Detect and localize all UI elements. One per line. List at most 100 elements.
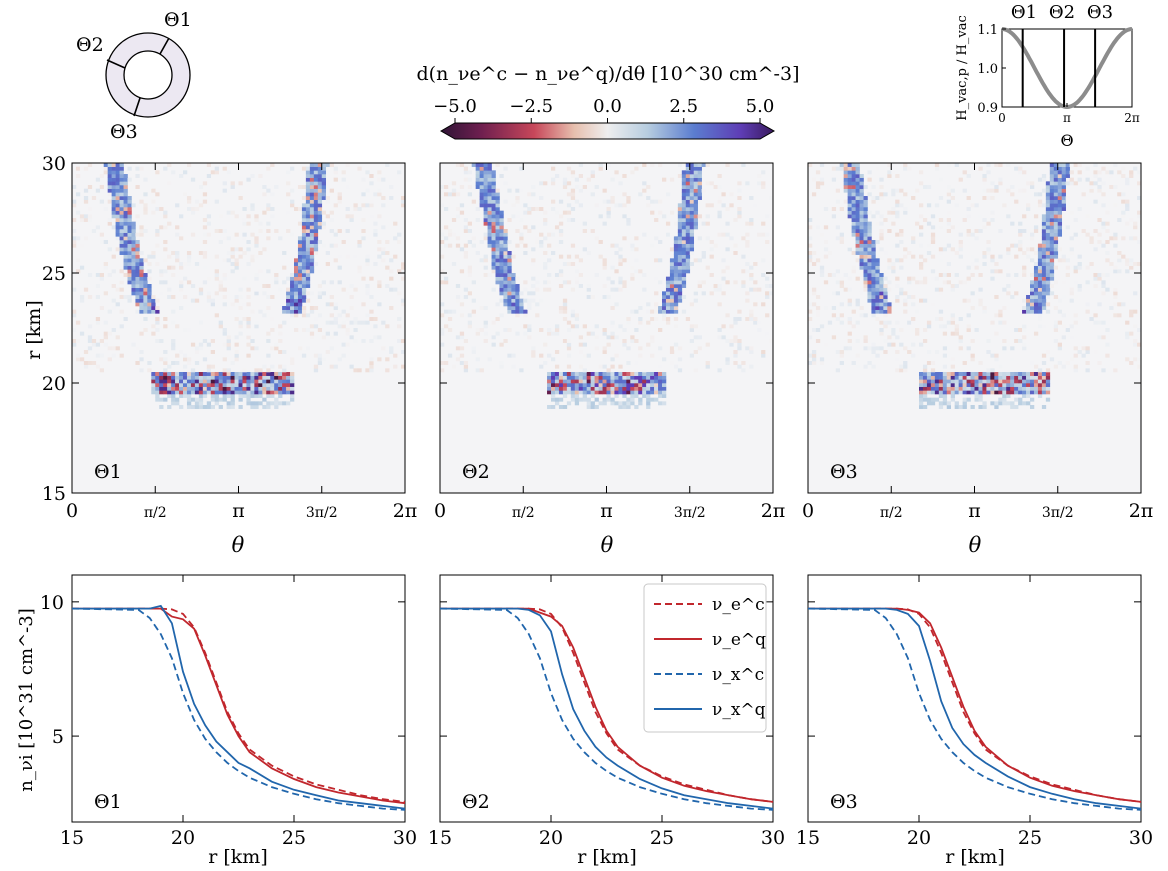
heatmap-cell bbox=[757, 328, 762, 332]
heatmap-cell bbox=[566, 390, 572, 395]
heatmap-cell bbox=[950, 287, 955, 292]
heatmap-cell bbox=[309, 232, 315, 237]
heatmap-cell bbox=[891, 262, 896, 266]
heatmap-cell bbox=[879, 192, 884, 197]
heatmap-cell bbox=[1010, 192, 1015, 197]
heatmap-cell bbox=[578, 163, 584, 167]
inset-xlabel: Θ bbox=[1060, 131, 1073, 150]
heatmap-cell bbox=[1018, 372, 1023, 376]
heatmap-cell bbox=[1137, 214, 1142, 219]
heatmap-cell bbox=[321, 177, 327, 182]
heatmap-cell bbox=[305, 207, 311, 211]
heatmap-cell bbox=[847, 346, 852, 351]
heatmap-cell bbox=[127, 229, 132, 233]
heatmap-cell bbox=[543, 262, 548, 266]
heatmap-cell bbox=[998, 401, 1003, 406]
heatmap-cell bbox=[305, 221, 311, 226]
heatmap-cell bbox=[741, 280, 746, 285]
heatmap-cell bbox=[1057, 214, 1063, 219]
heatmap-cell bbox=[1073, 295, 1078, 299]
heatmap-cell bbox=[123, 317, 128, 321]
heatmap-cell bbox=[1026, 298, 1031, 303]
heatmap-cell bbox=[1022, 342, 1027, 347]
heatmap-cell bbox=[467, 291, 473, 296]
heatmap-cell bbox=[1030, 284, 1035, 288]
heatmap-cell bbox=[903, 364, 908, 369]
heatmap-cell bbox=[934, 386, 940, 391]
heatmap-cell bbox=[895, 214, 900, 219]
heatmap-cell bbox=[258, 390, 263, 395]
heatmap-cell bbox=[1073, 232, 1078, 237]
heatmap-cell bbox=[1113, 284, 1118, 288]
heatmap-cell bbox=[1045, 269, 1051, 274]
heatmap-cell bbox=[1065, 361, 1070, 365]
heatmap-cell bbox=[309, 265, 315, 270]
heatmap-cell bbox=[562, 379, 568, 384]
heatmap-cell bbox=[855, 174, 860, 178]
heatmap-cell bbox=[1137, 240, 1142, 244]
heatmap-cell bbox=[962, 401, 967, 406]
heatmap-cell bbox=[309, 331, 315, 336]
heatmap-cell bbox=[1057, 298, 1063, 303]
heatmap-cell bbox=[483, 199, 488, 204]
heatmap-cell bbox=[147, 302, 152, 307]
heatmap-cell bbox=[642, 232, 647, 237]
heatmap-cell bbox=[922, 397, 928, 402]
heatmap-panel-label: Θ1 bbox=[94, 461, 122, 483]
heatmap-cell bbox=[761, 181, 766, 186]
heatmap-cell bbox=[994, 386, 999, 391]
heatmap-cell bbox=[895, 188, 900, 193]
heatmap-cell bbox=[183, 375, 188, 380]
heatmap-cell bbox=[491, 218, 496, 222]
heatmap-cell bbox=[1053, 225, 1059, 230]
heatmap-cell bbox=[1049, 225, 1055, 230]
heatmap-cell bbox=[305, 313, 311, 318]
heatmap-cell bbox=[930, 386, 936, 391]
heatmap-cell bbox=[891, 210, 896, 215]
heatmap-cell bbox=[1018, 383, 1023, 387]
heatmap-cell bbox=[321, 174, 327, 178]
heatmap-cell bbox=[1022, 320, 1027, 325]
heatmap-cell bbox=[1030, 386, 1035, 391]
heatmap-cell bbox=[531, 258, 536, 263]
heatmap-cell bbox=[551, 232, 556, 237]
heatmap-cell bbox=[737, 339, 742, 343]
heatmap-cell bbox=[646, 196, 651, 200]
heatmap-cell bbox=[891, 188, 896, 193]
heatmap-cell bbox=[123, 203, 128, 208]
heatmap-cell bbox=[1137, 170, 1142, 175]
heatmap-cell bbox=[250, 207, 255, 211]
heatmap-cell bbox=[654, 390, 659, 395]
heatmap-cell bbox=[926, 324, 932, 329]
heatmap-cell bbox=[606, 397, 611, 402]
heatmap-cell bbox=[1033, 273, 1039, 277]
heatmap-cell bbox=[871, 364, 876, 369]
heatmap-cell bbox=[317, 210, 323, 215]
heatmap-cell bbox=[982, 375, 987, 380]
heatmap-cell bbox=[447, 353, 453, 358]
heatmap-cell bbox=[823, 247, 829, 252]
heatmap-cell bbox=[305, 236, 311, 241]
heatmap-cell bbox=[871, 240, 876, 244]
heatmap-cell bbox=[677, 284, 683, 288]
heatmap-cell bbox=[566, 210, 572, 215]
heatmap-cell bbox=[966, 229, 971, 233]
heatmap-cell bbox=[135, 240, 140, 244]
heatmap-cell bbox=[835, 317, 841, 321]
heatmap-cell bbox=[1049, 251, 1055, 255]
heatmap-cell bbox=[815, 313, 821, 318]
heatmap-cell bbox=[685, 166, 691, 171]
heatmap-cell bbox=[811, 291, 817, 296]
heatmap-cell bbox=[843, 181, 848, 186]
heatmap-cell bbox=[143, 192, 148, 197]
heatmap-cell bbox=[163, 379, 168, 384]
heatmap-cell bbox=[867, 291, 872, 296]
series-line-1 bbox=[440, 607, 774, 803]
heatmap-cell bbox=[1101, 166, 1106, 171]
heatmap-cell bbox=[646, 405, 651, 409]
heatmap-cell bbox=[998, 181, 1003, 186]
heatmap-cell bbox=[578, 342, 584, 347]
heatmap-cell bbox=[630, 339, 635, 343]
heatmap-cell bbox=[210, 397, 216, 402]
heatmap-cell bbox=[1037, 375, 1043, 380]
